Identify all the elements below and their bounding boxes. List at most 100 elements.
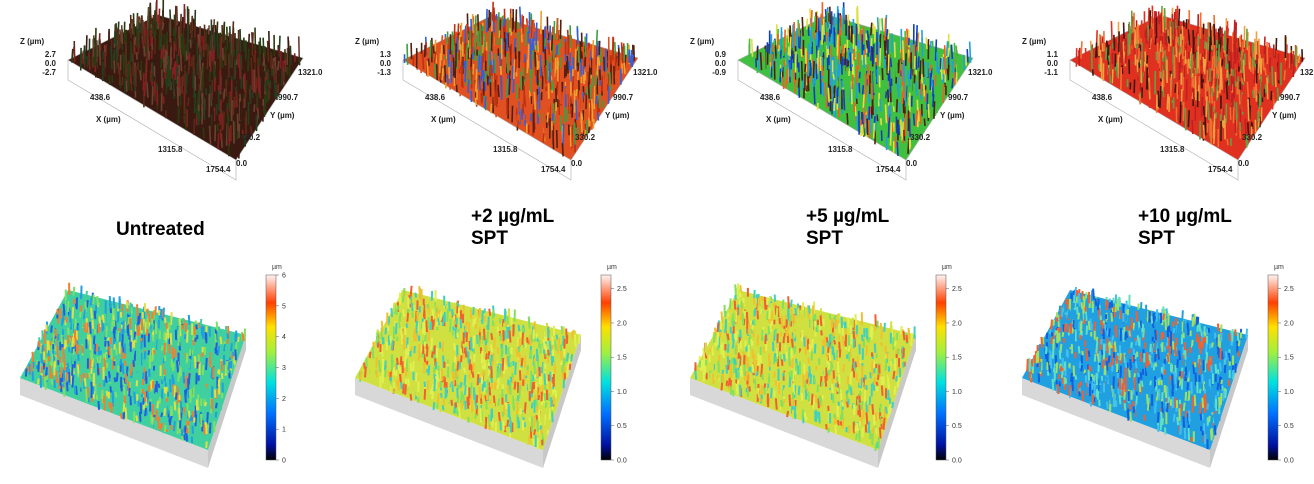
surface-spike [853,19,854,35]
surface-spike [520,25,521,35]
condition-label: +2 µg/mL [471,206,555,227]
condition-label: SPT [806,228,843,249]
surface-spike [117,372,118,381]
colorbar-tick-label: 5 [282,303,286,310]
y-tick-label: 0.0 [906,159,918,168]
surface-spike [792,339,793,348]
colorbar-tick-label: 1 [282,427,286,434]
surface-spike [153,335,154,342]
colorbar-tick-label: 0.5 [617,423,627,430]
surface-spike [467,44,468,51]
surface-spike [860,421,861,425]
surface-spike [534,92,535,110]
surface-spike [491,104,492,114]
surface-spike [429,365,430,375]
surface-spike [411,363,412,371]
surface-spike [545,49,546,65]
surface-spike [874,361,875,368]
surface-spike [594,86,595,109]
surface-spike [282,66,283,86]
surface-spike [884,408,885,419]
surface-spike [886,91,887,98]
surface-spike [475,414,476,419]
surface-spike [760,390,761,401]
surface-spike [520,332,521,338]
surface-spike [796,28,797,51]
surface-spike [229,33,230,42]
surface-spike [220,129,221,141]
surface-spike [234,49,235,57]
surface-spike [437,312,438,319]
surface-spike [744,355,745,365]
surface-spike [453,319,454,326]
surface-spike [414,346,415,353]
surface-spike [471,383,472,395]
surface-spike [560,57,561,68]
surface-spike [237,91,238,107]
surface-spike [184,434,185,440]
surface-spike [245,90,246,107]
surface-spike [828,36,829,48]
surface-spike [175,349,176,357]
surface-spike [851,386,852,395]
surface-spike [89,311,90,318]
surface-spike [178,422,179,434]
surface-spike [133,360,134,367]
x-tick-label: 438.6 [425,93,446,102]
surface-spike [168,328,169,339]
surface-spike [76,344,77,355]
x-tick-label: 1754.4 [206,165,231,174]
surface-spike [874,116,875,123]
surface-spike [890,58,891,67]
surface-spike [405,357,406,368]
surface-spike [177,36,178,45]
surface-spike [98,323,99,333]
surface-spike [86,35,87,56]
surface-spike [553,83,554,91]
surface-spike [822,25,823,45]
surface-spike [970,42,971,63]
surface-spike [534,357,535,361]
surface-spike [364,363,365,369]
surface-spike [738,359,739,368]
surface-spike [892,402,893,408]
surface-spike [798,359,799,364]
surface-spike [802,330,803,342]
surface-spike [157,49,158,57]
surface-spike [181,401,182,413]
surface-spike [204,96,205,119]
surface-spike [93,386,94,394]
surface-spike [816,64,817,80]
surface-spike [401,327,402,334]
surface-spike [67,382,68,391]
surface-spike [206,96,207,104]
surface-spike [825,82,826,95]
surface-spike [851,373,852,385]
z-tick-label: 0.0 [715,59,727,68]
surface-spike [939,86,940,95]
surface-spike [926,65,927,85]
surface-spike [920,109,921,124]
surface-spike [844,89,845,110]
surface-spike [842,317,843,328]
surface-spike [771,388,772,398]
surface-spike [53,334,54,345]
surface-spike [159,28,160,50]
surface-spike [429,402,430,406]
surface-spike [159,310,160,315]
surface-spike [209,25,210,34]
colorbar-tick-label: 4 [282,334,286,341]
surface-spike [518,22,519,29]
surface-spike [170,379,171,392]
surface-spike [752,349,753,359]
surface-spike [416,384,417,396]
surface-spike [106,44,107,56]
surface-spike [848,15,849,26]
surface-spike [525,402,526,413]
surface-spike [177,6,178,24]
surface-spike [171,425,172,430]
surface-spike [428,59,429,66]
surface-spike [151,381,152,389]
surface-spike [489,309,490,316]
surface-spike [758,353,759,365]
